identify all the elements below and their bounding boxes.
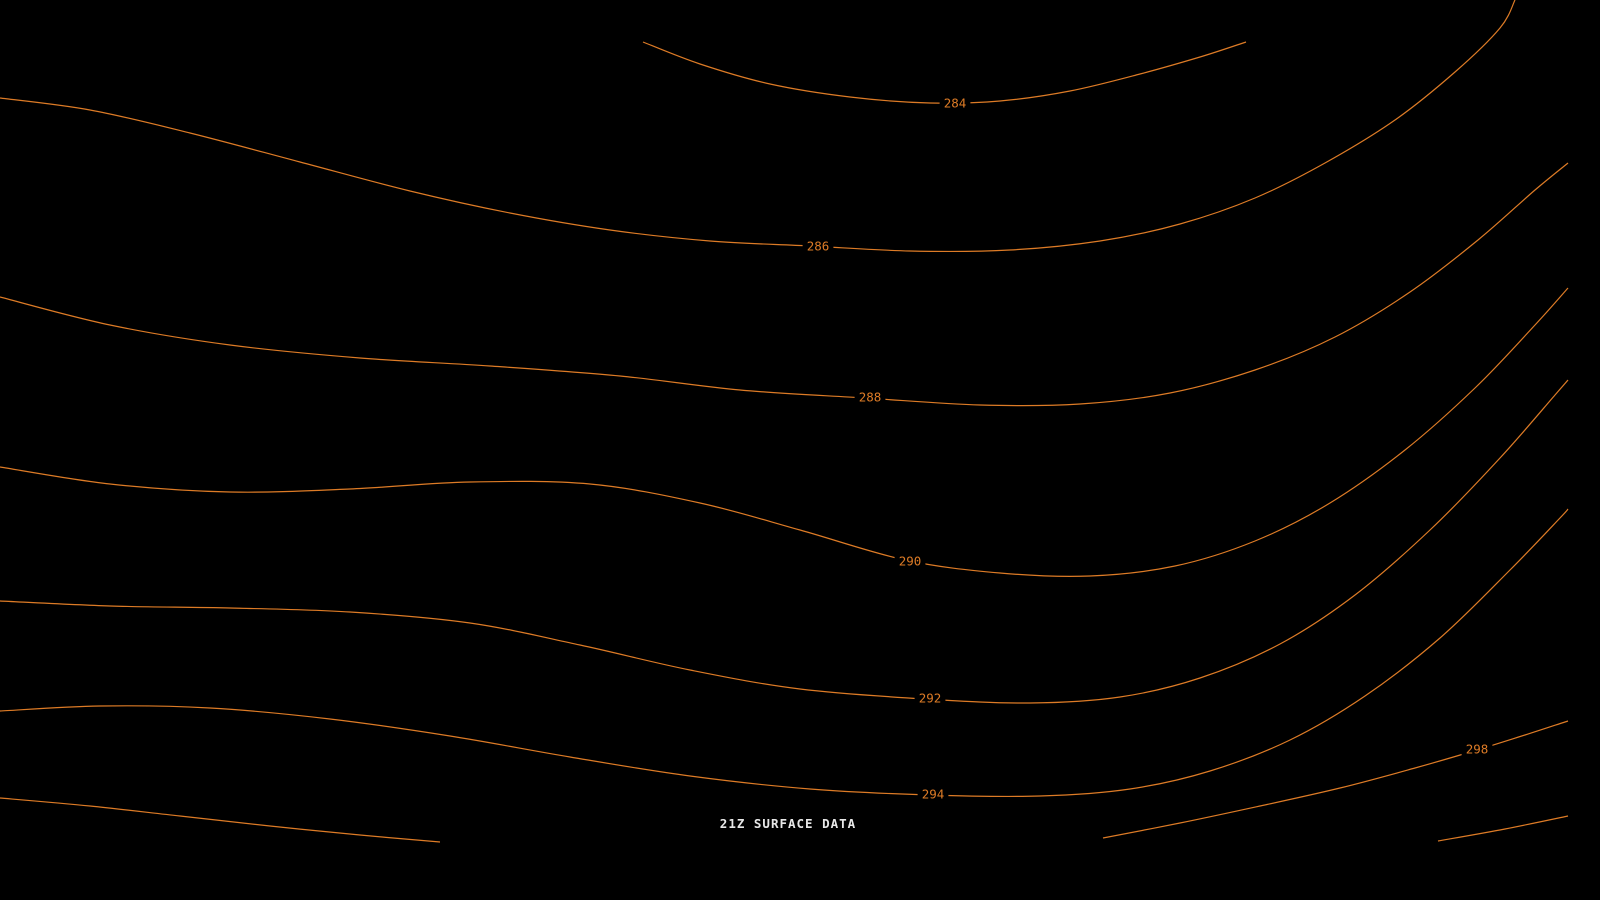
- contour-line-294: [0, 508, 1569, 798]
- contour-label-backing: [854, 389, 886, 405]
- contour-label-286: 286: [807, 239, 830, 254]
- contour-label-284: 284: [944, 96, 967, 111]
- contour-label-backing: [939, 95, 971, 111]
- contour-line-segment-8: [1437, 815, 1569, 842]
- contour-label-298: 298: [1466, 742, 1489, 757]
- contour-line-284: [642, 41, 1247, 104]
- contour-label-backing: [917, 786, 949, 802]
- contour-label-backing: [1461, 741, 1493, 757]
- contour-label-backing: [802, 238, 834, 254]
- contour-label-292: 292: [919, 691, 942, 706]
- contour-line-288: [0, 162, 1569, 407]
- contour-label-294: 294: [922, 787, 945, 802]
- map-title: 21Z SURFACE DATA: [719, 816, 857, 831]
- contour-line-298: [1102, 720, 1569, 839]
- contour-line-segment-6: [0, 797, 441, 843]
- contour-label-290: 290: [899, 554, 922, 569]
- contour-line-290: [0, 287, 1569, 578]
- contour-label-backing: [914, 690, 946, 706]
- contour-label-288: 288: [859, 390, 882, 405]
- contour-label-backing: [894, 553, 926, 569]
- contour-line-286: [0, 0, 1516, 253]
- contour-line-292: [0, 379, 1569, 704]
